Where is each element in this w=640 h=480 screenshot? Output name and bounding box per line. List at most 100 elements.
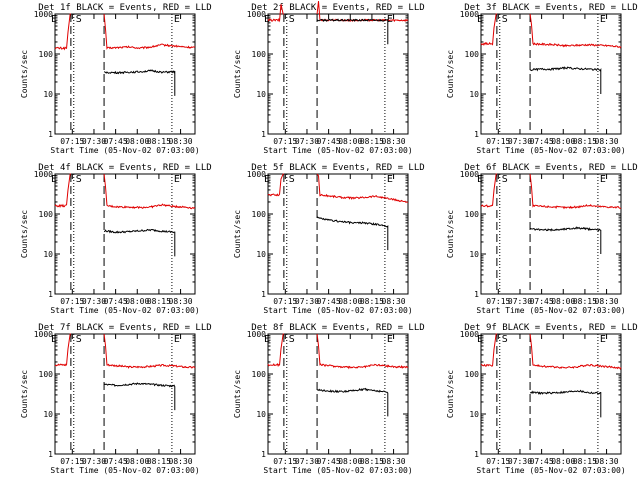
left-edge-marker-label: E <box>477 174 483 185</box>
x-tick-label: 07:15 <box>273 457 297 466</box>
y-tick-label: 1000 <box>460 330 479 339</box>
x-axis-label: Start Time (05-Nov-02 07:03:00) <box>263 146 412 155</box>
chart-title: Det 6f BLACK = Events, RED = LLD <box>464 163 637 173</box>
x-axis-label: Start Time (05-Nov-02 07:03:00) <box>476 466 625 475</box>
x-tick-label: 08:00 <box>338 457 362 466</box>
lld-series-line <box>54 173 71 209</box>
lld-series-line <box>529 13 622 49</box>
y-tick-label: 1000 <box>34 10 53 19</box>
time-marker-label: E <box>174 174 180 185</box>
y-tick-label: 1 <box>474 130 479 139</box>
y-tick-label: 100 <box>39 50 54 59</box>
time-marker-label: E <box>600 14 606 25</box>
y-tick-label: 1000 <box>34 330 53 339</box>
x-tick-label: 08:15 <box>573 297 597 306</box>
y-tick-label: 100 <box>252 370 267 379</box>
lld-series-line <box>54 13 71 51</box>
x-tick-label: 07:30 <box>82 457 106 466</box>
plot-frame <box>54 13 196 135</box>
y-tick-label: 1 <box>261 290 266 299</box>
events-series-line <box>529 389 602 418</box>
x-axis-label: Start Time (05-Nov-02 07:03:00) <box>50 146 199 155</box>
chart-panel: Det 9f BLACK = Events, RED = LLD 1 10 100 10… <box>446 323 638 475</box>
x-axis-label: Start Time (05-Nov-02 07:03:00) <box>476 306 625 315</box>
lld-series-line <box>480 13 497 46</box>
y-tick-label: 1000 <box>247 170 266 179</box>
x-tick-label: 08:15 <box>573 137 597 146</box>
chart-panel: Det 3f BLACK = Events, RED = LLD 1 10 100 10… <box>446 3 638 155</box>
x-tick-label: 08:00 <box>338 297 362 306</box>
y-tick-label: 1 <box>474 450 479 459</box>
x-tick-label: 08:15 <box>360 137 384 146</box>
x-tick-label: 07:15 <box>273 297 297 306</box>
y-tick-label: 100 <box>465 50 480 59</box>
y-axis-label: Counts/sec <box>20 370 29 418</box>
x-tick-label: 08:30 <box>382 457 406 466</box>
lld-series-line <box>267 4 284 23</box>
time-marker-label: E <box>174 334 180 345</box>
y-tick-label: 10 <box>256 410 266 419</box>
left-edge-marker-label: E <box>477 14 483 25</box>
events-series-line <box>103 382 176 411</box>
chart-panel: Det 6f BLACK = Events, RED = LLD 1 10 100 10… <box>446 163 638 315</box>
chart-panel: Det 7f BLACK = Events, RED = LLD 1 10 100 10… <box>20 323 212 475</box>
chart-title: Det 3f BLACK = Events, RED = LLD <box>464 3 637 13</box>
y-tick-label: 10 <box>43 90 53 99</box>
lld-series-line <box>316 173 409 203</box>
x-tick-label: 07:45 <box>104 457 128 466</box>
x-axis-label: Start Time (05-Nov-02 07:03:00) <box>476 146 625 155</box>
plot-frame <box>267 13 409 135</box>
left-edge-marker-label: E <box>51 14 57 25</box>
lld-series-line <box>103 13 196 50</box>
plot-frame <box>54 173 196 295</box>
left-edge-marker-label: E <box>264 334 270 345</box>
x-tick-label: 07:45 <box>104 297 128 306</box>
x-tick-label: 07:45 <box>317 137 341 146</box>
x-tick-label: 07:45 <box>530 457 554 466</box>
x-tick-label: 07:15 <box>60 137 84 146</box>
y-tick-label: 10 <box>469 410 479 419</box>
x-tick-label: 07:30 <box>295 457 319 466</box>
x-axis-label: Start Time (05-Nov-02 07:03:00) <box>263 306 412 315</box>
x-tick-label: 08:15 <box>147 297 171 306</box>
x-tick-label: 07:45 <box>530 137 554 146</box>
y-tick-label: 100 <box>252 210 267 219</box>
x-tick-label: 08:30 <box>382 297 406 306</box>
left-edge-marker-label: E <box>51 334 57 345</box>
x-tick-label: 07:45 <box>530 297 554 306</box>
chart-title: Det 5f BLACK = Events, RED = LLD <box>251 163 424 173</box>
x-tick-label: 08:30 <box>169 297 193 306</box>
chart-panel: Det 2f BLACK = Events, RED = LLD 1 10 100 10… <box>233 1 425 155</box>
plot-frame <box>267 173 409 295</box>
time-marker-label: S <box>289 14 295 25</box>
x-tick-label: 08:30 <box>169 457 193 466</box>
x-tick-label: 07:45 <box>104 137 128 146</box>
lld-series-line <box>267 333 284 367</box>
x-tick-label: 07:45 <box>317 457 341 466</box>
left-edge-marker-label: E <box>477 334 483 345</box>
chart-title: Det 9f BLACK = Events, RED = LLD <box>464 323 637 333</box>
time-marker-label: E <box>174 14 180 25</box>
y-tick-label: 100 <box>465 370 480 379</box>
y-tick-label: 1000 <box>247 330 266 339</box>
plot-frame <box>480 333 622 455</box>
time-marker-label: S <box>289 174 295 185</box>
lld-series-line <box>529 173 622 210</box>
y-tick-label: 10 <box>256 250 266 259</box>
x-tick-label: 08:00 <box>125 297 149 306</box>
x-tick-label: 07:30 <box>508 137 532 146</box>
y-axis-label: Counts/sec <box>20 50 29 98</box>
x-tick-label: 08:00 <box>551 297 575 306</box>
x-tick-label: 08:00 <box>125 457 149 466</box>
x-tick-label: 08:15 <box>573 457 597 466</box>
lld-series-line <box>267 173 284 197</box>
y-tick-label: 1000 <box>247 10 266 19</box>
y-tick-label: 1000 <box>460 170 479 179</box>
events-series-line <box>316 18 389 45</box>
events-series-line <box>316 387 389 417</box>
time-marker-label: S <box>76 334 82 345</box>
time-marker-label: E <box>387 14 393 25</box>
events-series-line <box>103 228 176 257</box>
x-tick-label: 08:00 <box>338 137 362 146</box>
events-series-line <box>103 69 176 96</box>
